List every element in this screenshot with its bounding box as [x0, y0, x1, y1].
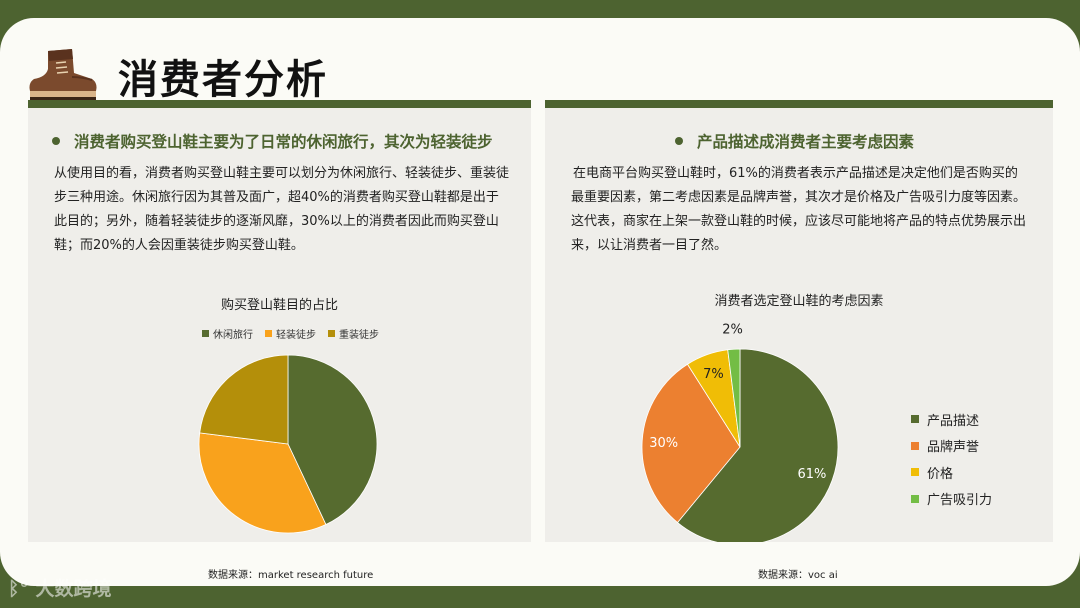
- legend-swatch: [265, 330, 272, 337]
- legend-swatch: [911, 441, 919, 450]
- left-heading: 消费者购买登山鞋主要为了日常的休闲旅行，其次为轻装徒步: [52, 130, 522, 152]
- right-heading-text: 产品描述成消费者主要考虑因素: [697, 133, 915, 151]
- bullet-dot-icon: [675, 137, 683, 145]
- right-panel: 产品描述成消费者主要考虑因素 在电商平台购买登山鞋时，61%的消费者表示产品描述…: [545, 100, 1053, 542]
- pie-slice-产品描述: [676, 348, 839, 542]
- legend-swatch: [202, 330, 209, 337]
- legend-swatch: [911, 468, 919, 477]
- chart1-pie: [198, 354, 378, 534]
- right-heading: 产品描述成消费者主要考虑因素: [675, 130, 1045, 152]
- hiking-boot-icon: [29, 49, 97, 101]
- left-heading-text: 消费者购买登山鞋主要为了日常的休闲旅行，其次为轻装徒步: [74, 133, 493, 151]
- chart1-legend: 休闲旅行 轻装徒步 重装徒步: [202, 326, 379, 341]
- data-label-价格: 7%: [703, 367, 724, 382]
- legend-item: 价格: [911, 459, 992, 486]
- title-row: 消费者分析: [26, 46, 328, 106]
- page-title: 消费者分析: [118, 57, 328, 103]
- pie-slice-休闲旅行: [287, 354, 378, 526]
- legend-swatch: [911, 494, 919, 503]
- legend-item: 休闲旅行: [202, 326, 253, 341]
- legend-item: 广告吸引力: [911, 486, 992, 513]
- legend-label: 价格: [927, 466, 954, 482]
- chart1-title-text: 购买登山鞋目的占比: [220, 298, 338, 313]
- right-body-text: 在电商平台购买登山鞋时，61%的消费者表示产品描述是决定他们是否购买的最重要因素…: [571, 166, 1027, 253]
- legend-label: 休闲旅行: [213, 330, 253, 341]
- chart1-title: 购买登山鞋目的占比: [28, 294, 531, 313]
- logo-icon: ᛒ°: [8, 578, 29, 600]
- panel-top-bar: [28, 100, 531, 108]
- left-body-text: 从使用目的看，消费者购买登山鞋主要可以划分为休闲旅行、轻装徒步、重装徒步三种用途…: [54, 166, 510, 253]
- left-panel: 消费者购买登山鞋主要为了日常的休闲旅行，其次为轻装徒步 从使用目的看，消费者购买…: [28, 100, 531, 542]
- legend-label: 产品描述: [927, 413, 980, 429]
- legend-swatch: [911, 415, 919, 424]
- left-source: 数据来源：market research future: [208, 570, 374, 581]
- right-source: 数据来源：voc ai: [758, 570, 838, 581]
- legend-item: 品牌声誉: [911, 433, 992, 460]
- legend-item: 产品描述: [911, 406, 992, 433]
- pie-slice-广告吸引力: [727, 348, 741, 448]
- chart2-title-text: 消费者选定登山鞋的考虑因素: [714, 294, 884, 309]
- pie-slice-重装徒步: [199, 354, 289, 445]
- watermark-text: 大数跨境: [35, 578, 112, 600]
- legend-label: 广告吸引力: [927, 493, 993, 509]
- legend-swatch: [328, 330, 335, 337]
- pie-slice-品牌声誉: [641, 363, 741, 524]
- pie-slice-轻装徒步: [198, 432, 327, 534]
- data-label-广告吸引力: 2%: [722, 323, 743, 338]
- bullet-dot-icon: [52, 137, 60, 145]
- legend-label: 品牌声誉: [927, 440, 980, 456]
- panel-top-bar: [545, 100, 1053, 108]
- legend-label: 轻装徒步: [276, 330, 316, 341]
- legend-item: 轻装徒步: [265, 326, 316, 341]
- legend-item: 重装徒步: [328, 326, 379, 341]
- data-label-品牌声誉: 30%: [649, 436, 678, 451]
- data-label-产品描述: 61%: [797, 467, 826, 482]
- watermark: ᛒ° 大数跨境: [8, 574, 112, 601]
- chart2-legend: 产品描述品牌声誉价格广告吸引力: [911, 406, 992, 512]
- legend-label: 重装徒步: [339, 330, 379, 341]
- chart2-title: 消费者选定登山鞋的考虑因素: [545, 290, 1053, 309]
- chart2-pie: 61% 30% 7% 2%: [641, 323, 839, 542]
